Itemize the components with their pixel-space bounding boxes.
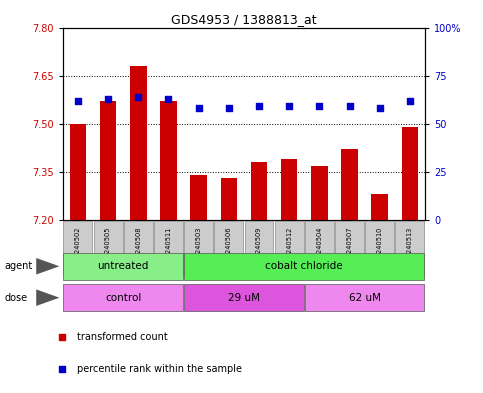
Bar [275,221,304,276]
Text: GSM1240509: GSM1240509 [256,226,262,271]
Bar [214,221,243,276]
Text: GSM1240511: GSM1240511 [166,226,171,271]
Bar [341,149,358,220]
Bar [402,127,418,220]
Bar [63,253,183,280]
Text: GSM1240503: GSM1240503 [196,226,201,271]
Bar [94,221,123,276]
Point [255,103,263,110]
Text: GSM1240510: GSM1240510 [377,226,383,271]
Text: 29 uM: 29 uM [228,293,260,303]
Bar [305,221,334,276]
Bar [70,124,86,220]
Text: untreated: untreated [98,261,149,271]
Point [165,95,172,102]
Point [58,365,66,372]
Bar [184,284,304,311]
Text: GSM1240507: GSM1240507 [347,226,353,271]
Bar [244,221,273,276]
Bar [63,284,183,311]
Bar [251,162,267,220]
Bar [335,221,364,276]
Bar [371,195,388,220]
Point [225,105,233,112]
Text: GSM1240506: GSM1240506 [226,226,232,271]
Polygon shape [36,258,59,274]
Point [74,97,82,104]
Bar [184,221,213,276]
Point [285,103,293,110]
Text: control: control [105,293,142,303]
Text: transformed count: transformed count [77,332,168,342]
Point [406,97,414,104]
Text: GSM1240512: GSM1240512 [286,226,292,271]
Bar [124,221,153,276]
Bar [305,284,425,311]
Bar [130,66,146,220]
Text: cobalt chloride: cobalt chloride [266,261,343,271]
Title: GDS4953 / 1388813_at: GDS4953 / 1388813_at [171,13,317,26]
Polygon shape [36,289,59,306]
Text: GSM1240508: GSM1240508 [135,226,141,271]
Point [134,94,142,100]
Bar [281,159,298,220]
Text: 62 uM: 62 uM [349,293,381,303]
Point [346,103,354,110]
Text: GSM1240504: GSM1240504 [316,226,322,271]
Bar [184,253,425,280]
Point [195,105,202,112]
Bar [396,221,425,276]
Bar [154,221,183,276]
Bar [311,165,327,220]
Bar [100,101,116,220]
Point [315,103,323,110]
Text: dose: dose [5,293,28,303]
Bar [221,178,237,220]
Text: GSM1240513: GSM1240513 [407,226,413,271]
Point [104,95,112,102]
Bar [190,175,207,220]
Text: GSM1240505: GSM1240505 [105,226,111,271]
Text: percentile rank within the sample: percentile rank within the sample [77,364,242,374]
Point [58,334,66,340]
Bar [365,221,394,276]
Text: GSM1240502: GSM1240502 [75,226,81,271]
Bar [63,221,92,276]
Bar [160,101,177,220]
Point [376,105,384,112]
Text: agent: agent [5,261,33,271]
